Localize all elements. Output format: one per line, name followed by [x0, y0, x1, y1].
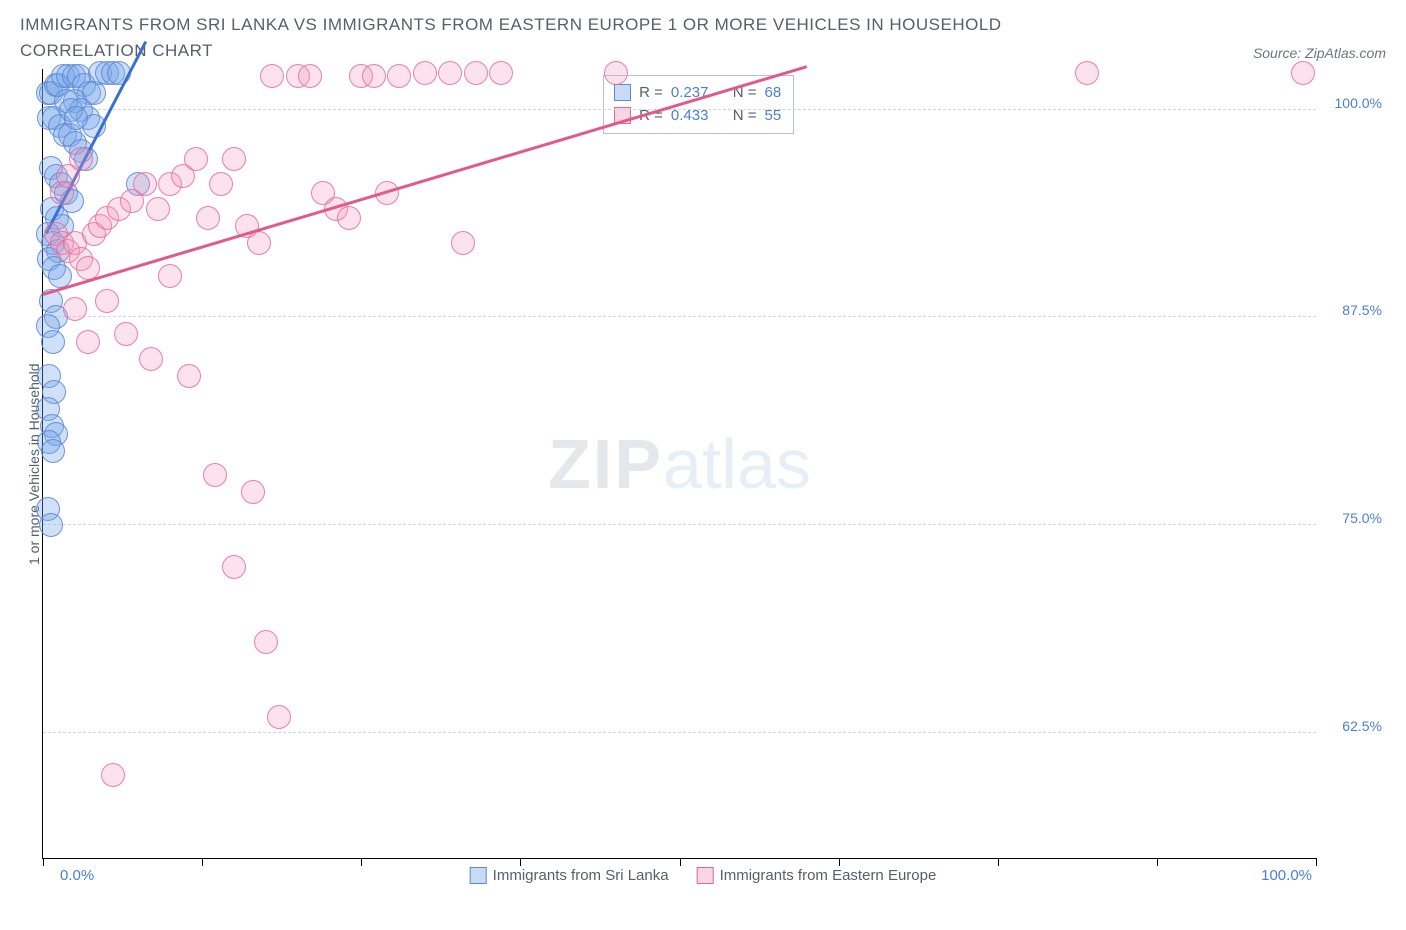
data-point — [203, 463, 227, 487]
x-tick — [1157, 858, 1158, 866]
bottom-legend: Immigrants from Sri Lanka Immigrants fro… — [470, 867, 937, 884]
data-point — [41, 439, 65, 463]
data-point — [39, 513, 63, 537]
x-tick — [361, 858, 362, 866]
y-axis-label: 1 or more Vehicles in Household — [20, 314, 42, 614]
data-point — [177, 364, 201, 388]
data-point — [63, 297, 87, 321]
y-tick-label: 100.0% — [1335, 95, 1382, 111]
data-point — [489, 61, 513, 85]
gridline — [43, 109, 1316, 110]
y-tick-label: 62.5% — [1342, 718, 1382, 734]
x-tick — [1316, 858, 1317, 866]
data-point — [337, 206, 361, 230]
data-point — [139, 347, 163, 371]
data-point — [41, 330, 65, 354]
x-axis-min-label: 0.0% — [60, 867, 94, 884]
data-point — [222, 555, 246, 579]
data-point — [114, 322, 138, 346]
x-axis-max-label: 100.0% — [1261, 867, 1312, 884]
data-point — [451, 231, 475, 255]
x-tick — [839, 858, 840, 866]
data-point — [247, 231, 271, 255]
y-axis-ticks: 62.5% 75.0% 87.5% 100.0% — [1316, 69, 1386, 859]
x-tick — [202, 858, 203, 866]
data-point — [133, 172, 157, 196]
x-axis-row: 0.0% Immigrants from Sri Lanka Immigrant… — [20, 867, 1386, 884]
data-point — [1291, 61, 1315, 85]
data-point — [1075, 61, 1099, 85]
data-point — [64, 106, 88, 130]
data-point — [184, 147, 208, 171]
data-point — [101, 763, 125, 787]
source-citation: Source: ZipAtlas.com — [1253, 45, 1386, 61]
data-point — [241, 480, 265, 504]
header: IMMIGRANTS FROM SRI LANKA VS IMMIGRANTS … — [20, 12, 1386, 63]
stats-legend-box: R = 0.237 N = 68 R = 0.433 N = 55 — [603, 75, 794, 134]
watermark: ZIPatlas — [548, 424, 811, 504]
x-tick — [520, 858, 521, 866]
data-point — [413, 61, 437, 85]
chart-container: 1 or more Vehicles in Household ZIPatlas… — [20, 69, 1386, 859]
data-point — [158, 264, 182, 288]
y-tick-label: 87.5% — [1342, 302, 1382, 318]
trend-line — [43, 66, 808, 296]
legend-item-sri-lanka: Immigrants from Sri Lanka — [470, 867, 669, 884]
x-tick — [43, 858, 44, 866]
data-point — [438, 61, 462, 85]
data-point — [196, 206, 220, 230]
data-point — [69, 147, 93, 171]
data-point — [387, 64, 411, 88]
stats-row-sri-lanka: R = 0.237 N = 68 — [614, 81, 781, 104]
gridline — [43, 316, 1316, 317]
data-point — [260, 64, 284, 88]
data-point — [209, 172, 233, 196]
chart-title: IMMIGRANTS FROM SRI LANKA VS IMMIGRANTS … — [20, 12, 1120, 63]
data-point — [604, 61, 628, 85]
scatter-plot: ZIPatlas R = 0.237 N = 68 R = 0.433 N = … — [42, 69, 1316, 859]
swatch-icon — [697, 867, 714, 884]
data-point — [76, 330, 100, 354]
data-point — [222, 147, 246, 171]
y-tick-label: 75.0% — [1342, 510, 1382, 526]
data-point — [146, 197, 170, 221]
data-point — [362, 64, 386, 88]
legend-item-eastern-europe: Immigrants from Eastern Europe — [697, 867, 937, 884]
x-tick — [998, 858, 999, 866]
data-point — [254, 630, 278, 654]
data-point — [95, 289, 119, 313]
data-point — [267, 705, 291, 729]
gridline — [43, 524, 1316, 525]
data-point — [298, 64, 322, 88]
data-point — [464, 61, 488, 85]
x-tick — [680, 858, 681, 866]
gridline — [43, 732, 1316, 733]
swatch-icon — [470, 867, 487, 884]
swatch-icon — [614, 84, 631, 101]
